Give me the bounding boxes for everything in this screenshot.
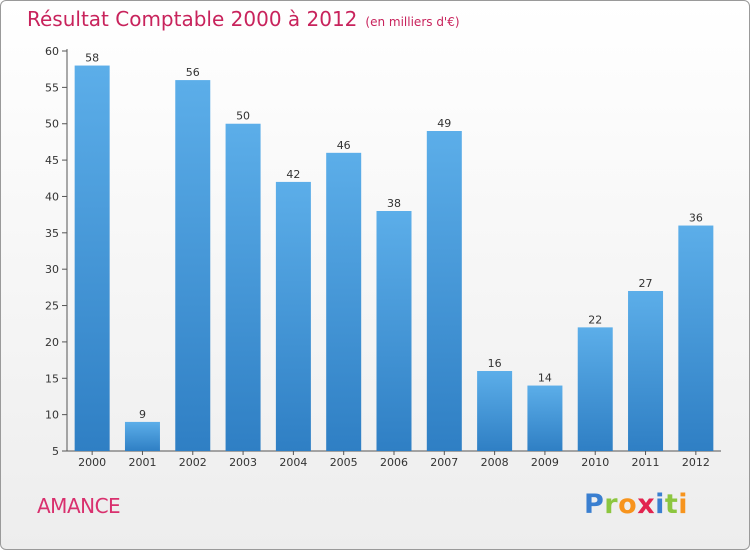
x-tick-label: 2007 xyxy=(430,456,458,469)
y-tick-label: 55 xyxy=(45,81,59,94)
commune-name: AMANCE xyxy=(37,494,121,518)
x-tick-label: 2003 xyxy=(229,456,257,469)
logo-letter: i xyxy=(678,489,689,520)
bar-2005[interactable] xyxy=(326,152,362,451)
x-tick-label: 2008 xyxy=(481,456,509,469)
value-label: 56 xyxy=(186,66,200,79)
y-tick-label: 40 xyxy=(45,190,59,203)
logo-letter: P xyxy=(584,489,605,520)
bar-2007[interactable] xyxy=(426,131,462,451)
x-tick-label: 2001 xyxy=(128,456,156,469)
value-label: 14 xyxy=(538,372,552,385)
value-label: 50 xyxy=(236,110,250,123)
value-label: 58 xyxy=(85,52,99,65)
value-label: 49 xyxy=(437,117,451,130)
x-tick-label: 2009 xyxy=(531,456,559,469)
bar-2003[interactable] xyxy=(225,123,261,452)
bar-2010[interactable] xyxy=(577,327,613,451)
x-tick-label: 2006 xyxy=(380,456,408,469)
axes: 5 10 15 20 25 30 35 40 45 50 55 60 2000 2001 2002 2003 2… xyxy=(45,45,721,469)
logo-letter: t xyxy=(664,489,679,520)
y-tick-label: 30 xyxy=(45,263,59,276)
value-label: 46 xyxy=(337,139,351,152)
x-tick-label: 2005 xyxy=(330,456,358,469)
chart-title: Résultat Comptable 2000 à 2012 (en millie… xyxy=(27,7,460,31)
value-label: 16 xyxy=(488,357,502,370)
bar-2000[interactable] xyxy=(74,65,110,451)
bar-2006[interactable] xyxy=(376,211,412,451)
logo-letter: r xyxy=(604,489,619,520)
y-tick-label: 60 xyxy=(45,45,59,58)
logo-letter: x xyxy=(637,489,656,520)
value-label: 42 xyxy=(286,168,300,181)
bars: 58 9 56 50 42 46 38 49 16 14 22 27 36 xyxy=(74,52,714,452)
value-label: 9 xyxy=(139,408,146,421)
y-tick-label: 15 xyxy=(45,372,59,385)
bar-2002[interactable] xyxy=(175,80,211,451)
bar-2012[interactable] xyxy=(678,225,714,451)
value-label: 27 xyxy=(639,277,653,290)
y-tick-label: 20 xyxy=(45,336,59,349)
y-tick-label: 35 xyxy=(45,227,59,240)
x-tick-label: 2000 xyxy=(78,456,106,469)
chart-subtitle: (en milliers d'€) xyxy=(365,15,460,29)
bar-2004[interactable] xyxy=(275,181,311,451)
y-tick-label: 45 xyxy=(45,154,59,167)
bar-2001[interactable] xyxy=(124,421,160,451)
logo-letter: o xyxy=(618,489,638,520)
bar-2011[interactable] xyxy=(628,291,664,451)
x-tick-label: 2012 xyxy=(682,456,710,469)
value-label: 38 xyxy=(387,197,401,210)
y-tick-label: 10 xyxy=(45,409,59,422)
bar-2008[interactable] xyxy=(477,371,513,451)
chart-title-text: Résultat Comptable 2000 à 2012 xyxy=(27,7,358,31)
value-label: 22 xyxy=(588,313,602,326)
x-tick-label: 2010 xyxy=(581,456,609,469)
x-tick-label: 2002 xyxy=(179,456,207,469)
proxiti-logo[interactable]: Proxiti xyxy=(584,489,688,520)
bar-2009[interactable] xyxy=(527,385,563,451)
x-tick-label: 2011 xyxy=(632,456,660,469)
y-tick-label: 50 xyxy=(45,118,59,131)
y-tick-label: 25 xyxy=(45,300,59,313)
logo-letter: i xyxy=(655,489,665,520)
x-tick-label: 2004 xyxy=(279,456,307,469)
y-tick-label: 5 xyxy=(52,445,59,458)
value-label: 36 xyxy=(689,212,703,225)
